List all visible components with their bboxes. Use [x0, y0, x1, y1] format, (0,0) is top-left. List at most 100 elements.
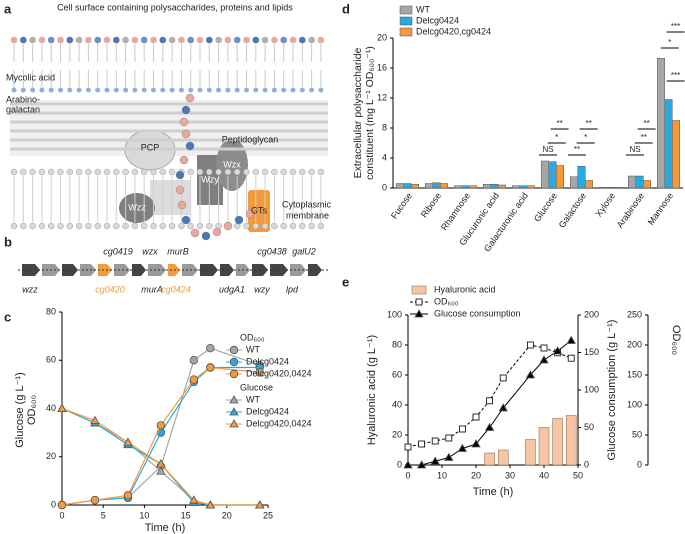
y-tick-label: 20: [377, 32, 387, 42]
marker: [416, 460, 427, 469]
x-tick-label: Fucose: [389, 191, 414, 221]
lipid-head: [243, 36, 250, 44]
sig-label: **: [585, 119, 591, 128]
membrane-head: [261, 168, 269, 176]
legend-swatch: [411, 285, 427, 295]
membrane-head: [299, 222, 306, 230]
lipid-head: [309, 87, 315, 93]
lipid-head: [39, 87, 45, 93]
marker: [206, 363, 215, 372]
y-tick-label: 0: [51, 499, 56, 509]
y2-tick-label: 100: [584, 384, 599, 394]
x-tick-label: Ribose: [419, 191, 443, 220]
gene-label: wzy: [254, 284, 270, 294]
marker: [552, 346, 563, 355]
panel-label: e: [342, 274, 349, 289]
panel-label: c: [4, 309, 11, 324]
membrane-head: [113, 222, 120, 230]
marker: [229, 419, 239, 428]
y-tick-label: 80: [392, 339, 402, 349]
membrane-head: [75, 222, 83, 230]
membrane-head: [271, 222, 278, 230]
legend-label: Delcg0420,0424: [246, 418, 312, 428]
bar: [527, 185, 535, 189]
lipid-head: [271, 87, 277, 93]
marker: [123, 491, 133, 500]
lipid-head: [113, 36, 120, 44]
bar: [552, 418, 563, 466]
y3-tick-label: 0: [637, 459, 642, 469]
x-tick-label: 30: [505, 470, 515, 480]
x-tick-label: 10: [437, 470, 447, 480]
membrane-head: [38, 222, 46, 230]
marker: [445, 434, 453, 442]
lipid-head: [271, 36, 278, 44]
y-label: Glucose (g L⁻¹): [14, 372, 26, 448]
marker: [484, 422, 495, 431]
gene-label: galU2: [292, 246, 316, 256]
bar: [614, 187, 622, 189]
x-tick-label: 50: [573, 470, 583, 480]
lipid-head: [281, 87, 287, 93]
y3-tick-label: 50: [632, 429, 642, 439]
membrane-head: [215, 168, 222, 176]
lipid-head: [20, 36, 27, 44]
marker: [90, 495, 100, 505]
sugar: [223, 221, 233, 231]
lipid-head: [159, 36, 167, 44]
gene-label: wzx: [142, 246, 158, 256]
y-tick-label: 60: [46, 355, 56, 365]
sugar: [181, 105, 191, 115]
bar: [396, 183, 404, 189]
membrane-head: [168, 222, 176, 230]
gene-label: wzz: [22, 284, 38, 294]
lipid-head: [103, 36, 111, 44]
bar: [664, 99, 673, 189]
lipid-head: [318, 87, 324, 93]
label: PCP: [141, 142, 160, 152]
lipid-head: [252, 36, 260, 44]
lipid-head: [168, 36, 176, 44]
membrane-head: [94, 168, 101, 176]
y-tick-label: 0: [382, 182, 387, 192]
gene-arrow: [98, 264, 112, 276]
bar: [497, 449, 509, 466]
bar: [484, 452, 495, 466]
membrane-head: [243, 168, 250, 176]
x-tick-label: 0: [59, 510, 64, 520]
lipid-head: [141, 87, 147, 93]
membrane-head: [159, 222, 167, 230]
lipid-head: [132, 87, 138, 93]
x-tick-label: 40: [539, 470, 549, 480]
membrane-head: [252, 168, 260, 176]
membrane-head: [150, 168, 157, 176]
marker: [229, 395, 239, 404]
y-tick-label: 20: [46, 451, 56, 461]
bar: [672, 120, 680, 189]
membrane-head: [187, 168, 194, 176]
lipid-head: [225, 87, 231, 93]
gene-arrow: [200, 264, 218, 276]
marker: [205, 500, 216, 509]
marker: [430, 456, 440, 465]
membrane-head: [103, 168, 111, 176]
marker: [458, 425, 466, 433]
y3-tick-label: 150: [627, 369, 642, 379]
legend-label: Delcg0420,cg0424: [416, 26, 491, 36]
bar: [556, 165, 564, 189]
bar: [570, 176, 578, 189]
marker: [418, 440, 426, 448]
y2-tick-label: 50: [584, 422, 594, 432]
gene-label: murA: [141, 284, 163, 294]
marker: [539, 355, 549, 364]
lipid-head: [150, 36, 157, 44]
sugar: [181, 129, 191, 139]
membrane-head: [57, 168, 64, 176]
membrane-head: [150, 222, 157, 230]
membrane-head: [206, 168, 213, 176]
legend-label: Delcg0424: [246, 356, 289, 366]
marker: [404, 443, 412, 451]
membrane-head: [66, 168, 74, 176]
sig-label: **: [643, 119, 649, 128]
label: Wzx: [223, 159, 241, 169]
